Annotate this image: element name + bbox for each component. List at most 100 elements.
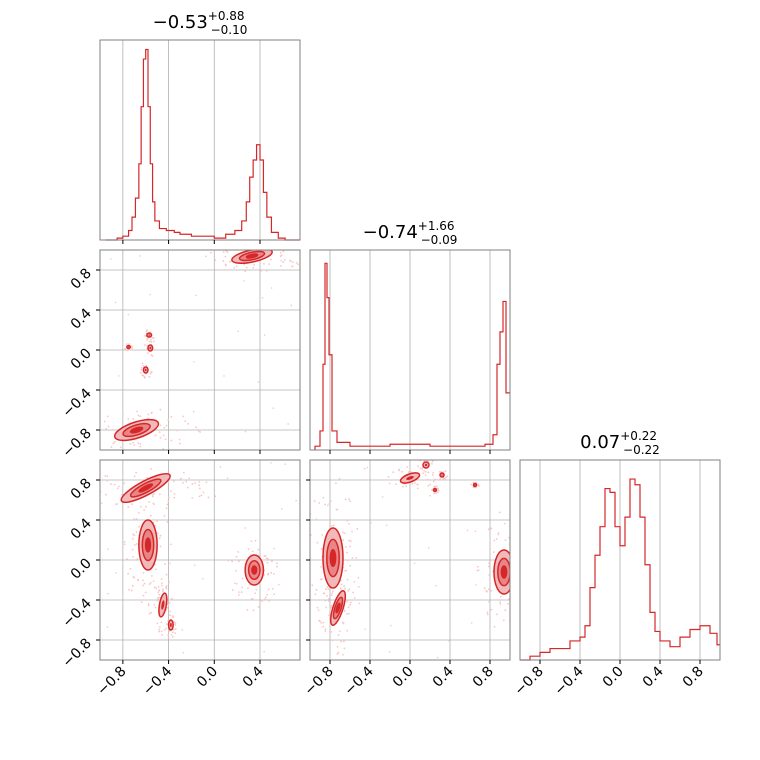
scatter-point [284,463,287,465]
histogram-step-line [105,48,300,241]
scatter-point [427,546,430,549]
panel-title: −0.74+1.66 −0.09 [363,219,458,247]
scatter-point [436,656,439,659]
scatter-point [159,534,162,537]
scatter-point [150,581,152,584]
scatter-point [152,340,155,343]
scatter-point [444,470,447,472]
scatter-point [342,653,344,656]
scatter-point [150,341,153,343]
scatter-point [490,589,493,592]
scatter-point [135,531,138,533]
scatter-point [148,340,151,343]
scatter-point [295,261,298,264]
scatter-point [472,481,475,484]
scatter-point [170,634,173,636]
scatter-point [343,647,346,650]
scatter-point [348,498,350,501]
scatter-point [156,622,159,625]
scatter-point [162,448,165,450]
scatter-point [192,410,195,413]
scatter-point [332,524,335,527]
scatter-point [139,445,142,448]
scatter-point [226,251,229,254]
scatter-point [130,589,133,592]
scatter-point [105,427,108,430]
scatter-point [266,593,269,596]
x-tick-label: −0.8 [301,664,336,699]
scatter-point [311,584,314,587]
scatter-point [523,539,525,541]
scatter-point [417,465,420,468]
scatter-point [493,625,496,628]
scatter-point [290,260,292,263]
contour-level-core [335,602,341,614]
y-tick-label: 0.8 [68,476,95,503]
contour-level-core [329,548,337,567]
scatter-point [117,375,120,377]
scatter-point [174,623,177,626]
scatter-point [265,557,268,560]
x-tick-label: −0.4 [551,663,586,698]
scatter-point [159,424,162,427]
x-tick-label: −0.8 [511,664,546,699]
scatter-point [429,483,432,486]
scatter-point [346,629,349,632]
scatter-point [346,551,348,554]
scatter-point [223,268,225,271]
scatter-point [401,470,403,473]
scatter-point [136,558,139,560]
scatter-point [241,577,244,580]
scatter-point [227,559,230,562]
scatter-point [444,476,447,479]
scatter-point [235,555,238,558]
scatter-point [146,352,149,355]
scatter-point [150,575,153,577]
scatter-point [165,585,168,587]
scatter-point [364,628,366,631]
scatter-point [522,591,524,593]
scatter-point [398,469,401,472]
scatter-point [153,503,155,506]
scatter-point [143,582,146,585]
scatter-point [531,571,533,573]
scatter-point [326,585,329,588]
scatter-point [178,438,181,441]
scatter-point [173,492,176,495]
scatter-point [129,443,132,445]
scatter-point [193,564,196,566]
scatter-point [97,472,99,474]
scatter-point [349,545,352,548]
scatter-point [488,562,490,565]
scatter-point [96,444,98,446]
scatter-point [133,475,136,478]
scatter-point [329,500,332,503]
scatter-point [182,481,184,484]
scatter-point [252,609,255,612]
scatter-point [291,265,294,268]
scatter-point [490,527,493,530]
scatter-point [525,539,527,541]
scatter-point [261,297,264,299]
contour-level-core [251,565,258,575]
scatter-point [329,630,331,633]
y-tick-label: 0.4 [68,515,95,542]
scatter-point [385,524,388,527]
scatter-point [169,490,172,493]
scatter-point [159,436,162,439]
scatter-point [193,361,195,363]
scatter-point [161,584,163,587]
scatter-point [407,471,410,473]
scatter-point [330,525,333,527]
scatter-point [322,592,325,595]
scatter-point [327,597,330,600]
scatter-point [337,634,340,637]
scatter-point [406,466,409,468]
scatter-point [252,266,255,269]
x-tick-label: 0.4 [240,663,267,690]
scatter-point [165,424,168,427]
scatter-point [142,364,145,367]
contour-level-core [474,484,476,486]
scatter-point [95,435,97,437]
scatter-point [523,563,525,565]
